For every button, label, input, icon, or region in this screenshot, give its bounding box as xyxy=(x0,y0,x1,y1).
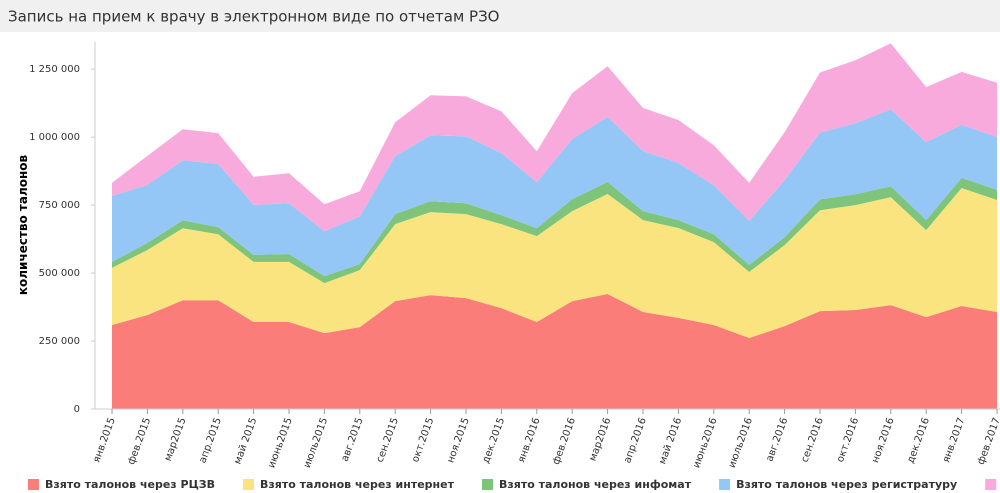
x-tick-label: ноя.2015 xyxy=(445,416,472,464)
legend-swatch xyxy=(985,479,997,490)
x-tick-label: апр.2016 xyxy=(622,416,649,465)
x-tick-label: фев.2016 xyxy=(551,416,578,466)
y-tick-label: 0 xyxy=(74,404,80,415)
x-tick-label: май 2015 xyxy=(232,416,259,466)
x-tick-label: май 2016 xyxy=(657,416,684,466)
x-tick-label: июнь2016 xyxy=(691,416,719,469)
y-axis-label: количество талонов xyxy=(16,154,30,295)
legend-swatch xyxy=(28,479,39,490)
x-tick-label: янв.2015 xyxy=(91,416,117,464)
x-tick-label: ноя.2016 xyxy=(870,416,897,464)
x-tick-label: июль2015 xyxy=(302,416,330,469)
x-tick-label: авг.2016 xyxy=(764,416,790,463)
x-tick-label: дек.2015 xyxy=(481,416,508,465)
y-tick-label: 1 250 000 xyxy=(29,64,80,75)
x-tick-label: дек.2016 xyxy=(905,416,932,465)
title-bar xyxy=(0,0,1000,32)
area xyxy=(112,187,997,339)
legend-swatch xyxy=(719,479,731,490)
chart-title: Запись на прием к врачу в электронном ви… xyxy=(8,8,500,26)
x-tick-label: июль2016 xyxy=(727,416,755,469)
x-tick-label: сен.2016 xyxy=(799,416,825,464)
legend-swatch xyxy=(243,479,254,490)
x-tick-label: окт.2016 xyxy=(835,416,861,464)
area xyxy=(112,109,997,277)
y-tick-label: 750 000 xyxy=(39,200,80,211)
x-tick-label: фев.2017 xyxy=(976,416,1000,466)
legend-swatch xyxy=(481,479,493,490)
x-tick-label: апр.2015 xyxy=(197,416,224,465)
area xyxy=(112,294,997,409)
x-tick-label: фев.2015 xyxy=(126,416,153,466)
area xyxy=(112,43,997,232)
x-tick-label: авг.2015 xyxy=(340,416,366,463)
x-tick-label: мар2016 xyxy=(588,416,614,462)
x-tick-label: июнь2015 xyxy=(266,416,294,469)
x-tick-label: янв.2016 xyxy=(516,416,542,464)
legend-label: Взято талонов через регистратуру xyxy=(736,478,957,491)
legend-label: Взято талонов через интернет xyxy=(260,478,455,491)
y-tick-label: 250 000 xyxy=(39,336,80,347)
x-tick-label: янв.2017 xyxy=(941,416,967,464)
y-tick-label: 1 000 000 xyxy=(29,132,80,143)
legend-label: Взято талонов через инфомат xyxy=(499,478,692,491)
y-tick-label: 500 000 xyxy=(39,268,80,279)
x-tick-label: мар2015 xyxy=(163,416,189,462)
x-tick-label: окт.2015 xyxy=(410,416,436,464)
x-tick-label: сен.2015 xyxy=(375,416,401,464)
legend-label: Взято талонов через РЦЗВ xyxy=(45,478,215,491)
